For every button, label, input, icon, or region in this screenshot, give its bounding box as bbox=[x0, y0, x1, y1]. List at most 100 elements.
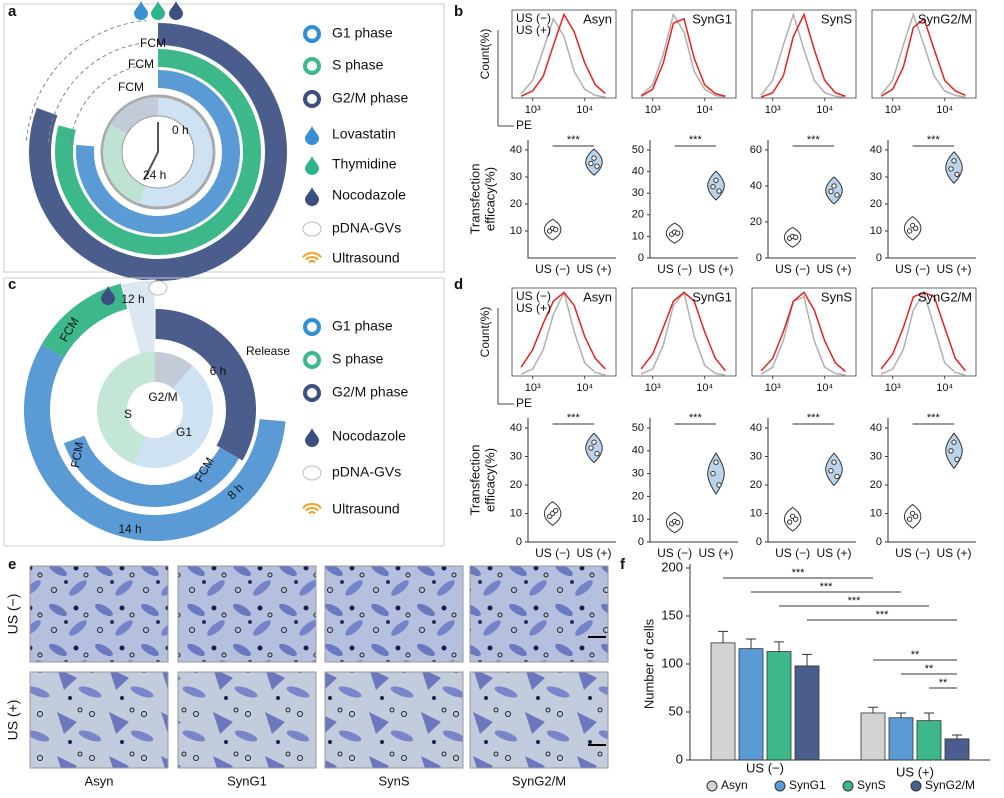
y-tick-label: 100 bbox=[661, 655, 683, 670]
axis bbox=[767, 418, 856, 543]
bar bbox=[738, 648, 764, 761]
x-tick-label: US (+) bbox=[936, 262, 971, 276]
legend-icon bbox=[134, 1, 148, 20]
y-tick-label: 40 bbox=[510, 144, 522, 156]
legend-icon bbox=[302, 503, 322, 509]
y-axis-label: efficacy(%) bbox=[482, 167, 497, 231]
legend-icon bbox=[305, 507, 319, 512]
y-axis-label: Number of cells bbox=[641, 618, 656, 709]
y-tick-label: 30 bbox=[632, 468, 644, 480]
legend-label: Ultrasound bbox=[332, 250, 400, 266]
panel-label: b bbox=[454, 3, 463, 20]
significance: *** bbox=[567, 134, 581, 146]
y-tick-label: 40 bbox=[510, 422, 522, 434]
legend-label: Nocodazole bbox=[332, 187, 406, 203]
y-tick-label: 30 bbox=[632, 187, 644, 199]
data-point bbox=[710, 470, 716, 477]
column-label: Asyn bbox=[85, 773, 114, 788]
chart-title: SynS bbox=[821, 289, 852, 304]
plot-frame bbox=[511, 9, 617, 99]
violin bbox=[945, 432, 963, 470]
y-tick-label: 10 bbox=[870, 507, 882, 519]
data-point bbox=[906, 228, 913, 234]
y-tick-label: 10 bbox=[750, 507, 762, 519]
plot-frame bbox=[631, 287, 737, 377]
x-tick-label: 10³ bbox=[645, 104, 661, 116]
y-axis-label: Transfection bbox=[467, 163, 482, 234]
axis-arrow bbox=[497, 308, 514, 405]
y-tick-label: 0 bbox=[756, 536, 762, 548]
x-tick-label: US (+) bbox=[576, 262, 611, 276]
panel-label: e bbox=[8, 556, 16, 573]
legend-icon bbox=[305, 187, 319, 206]
chart-title: Asyn bbox=[583, 289, 612, 304]
y-tick-label: 150 bbox=[661, 607, 683, 622]
chart-title: SynG1 bbox=[692, 289, 732, 304]
legend-label: G1 phase bbox=[332, 318, 393, 334]
y-tick-label: 30 bbox=[870, 450, 882, 462]
legend-marker bbox=[706, 780, 718, 792]
x-tick-label: US (+) bbox=[816, 546, 851, 560]
legend-label: pDNA-GVs bbox=[332, 464, 401, 480]
y-tick-label: 60 bbox=[750, 144, 762, 156]
legend-icon bbox=[302, 252, 322, 258]
legend-label: G1 phase bbox=[332, 25, 393, 41]
y-tick-label: 10 bbox=[632, 230, 644, 242]
histogram-line bbox=[520, 291, 606, 370]
diagram-label: Release bbox=[246, 344, 290, 358]
x-tick-label: US (−) bbox=[895, 546, 930, 560]
phase-ring bbox=[41, 283, 129, 358]
y-tick-label: 10 bbox=[510, 507, 522, 519]
data-point bbox=[834, 192, 840, 198]
significance: *** bbox=[927, 134, 941, 146]
y-tick-label: 0 bbox=[876, 252, 882, 264]
significance: *** bbox=[876, 609, 890, 621]
x-tick-label: 10⁴ bbox=[936, 382, 953, 394]
data-point bbox=[713, 459, 719, 465]
panel-label: d bbox=[454, 276, 463, 293]
diagram-label: FCM bbox=[128, 57, 154, 71]
legend-label: pDNA-GVs bbox=[332, 220, 401, 236]
legend-label: US (+) bbox=[516, 301, 551, 315]
micrograph bbox=[469, 671, 609, 769]
legend-icon bbox=[148, 280, 168, 296]
data-point bbox=[792, 234, 799, 241]
x-axis-label: PE bbox=[516, 396, 532, 410]
chart-title: SynG2/M bbox=[918, 11, 972, 26]
diagram-label: FCM bbox=[118, 80, 144, 94]
x-tick-label: US (−) bbox=[657, 546, 692, 560]
data-point bbox=[552, 226, 559, 233]
legend-icon bbox=[305, 256, 319, 261]
y-axis-label: Count(%) bbox=[478, 307, 492, 358]
legend-icon bbox=[305, 428, 319, 447]
y-tick-label: 10 bbox=[632, 513, 644, 525]
axis bbox=[767, 140, 856, 259]
data-point bbox=[912, 225, 919, 232]
y-tick-label: 50 bbox=[632, 144, 644, 156]
legend-label: SynS bbox=[857, 778, 886, 792]
plot-frame bbox=[871, 9, 977, 99]
chart-title: SynS bbox=[821, 11, 852, 26]
y-tick-label: 20 bbox=[510, 198, 522, 210]
phase-ring bbox=[154, 309, 256, 461]
y-axis-label: efficacy(%) bbox=[482, 448, 497, 512]
legend-icon bbox=[305, 126, 319, 145]
legend-marker bbox=[842, 780, 854, 792]
y-tick-label: 20 bbox=[870, 479, 882, 491]
histogram-line bbox=[760, 12, 846, 98]
x-tick-label: US (−) bbox=[775, 262, 810, 276]
y-tick-label: 30 bbox=[510, 450, 522, 462]
significance: *** bbox=[927, 412, 941, 424]
legend-label: US (+) bbox=[516, 23, 551, 37]
fcm-arc bbox=[26, 20, 147, 141]
x-tick-label: US (+) bbox=[816, 262, 851, 276]
histogram-line bbox=[520, 17, 606, 98]
y-tick-label: 20 bbox=[510, 479, 522, 491]
chart-title: SynG1 bbox=[692, 11, 732, 26]
histogram-line bbox=[760, 295, 846, 376]
x-tick-label: US (−) bbox=[775, 546, 810, 560]
data-point bbox=[552, 507, 559, 514]
axis bbox=[649, 418, 738, 543]
plot-frame bbox=[871, 287, 977, 377]
